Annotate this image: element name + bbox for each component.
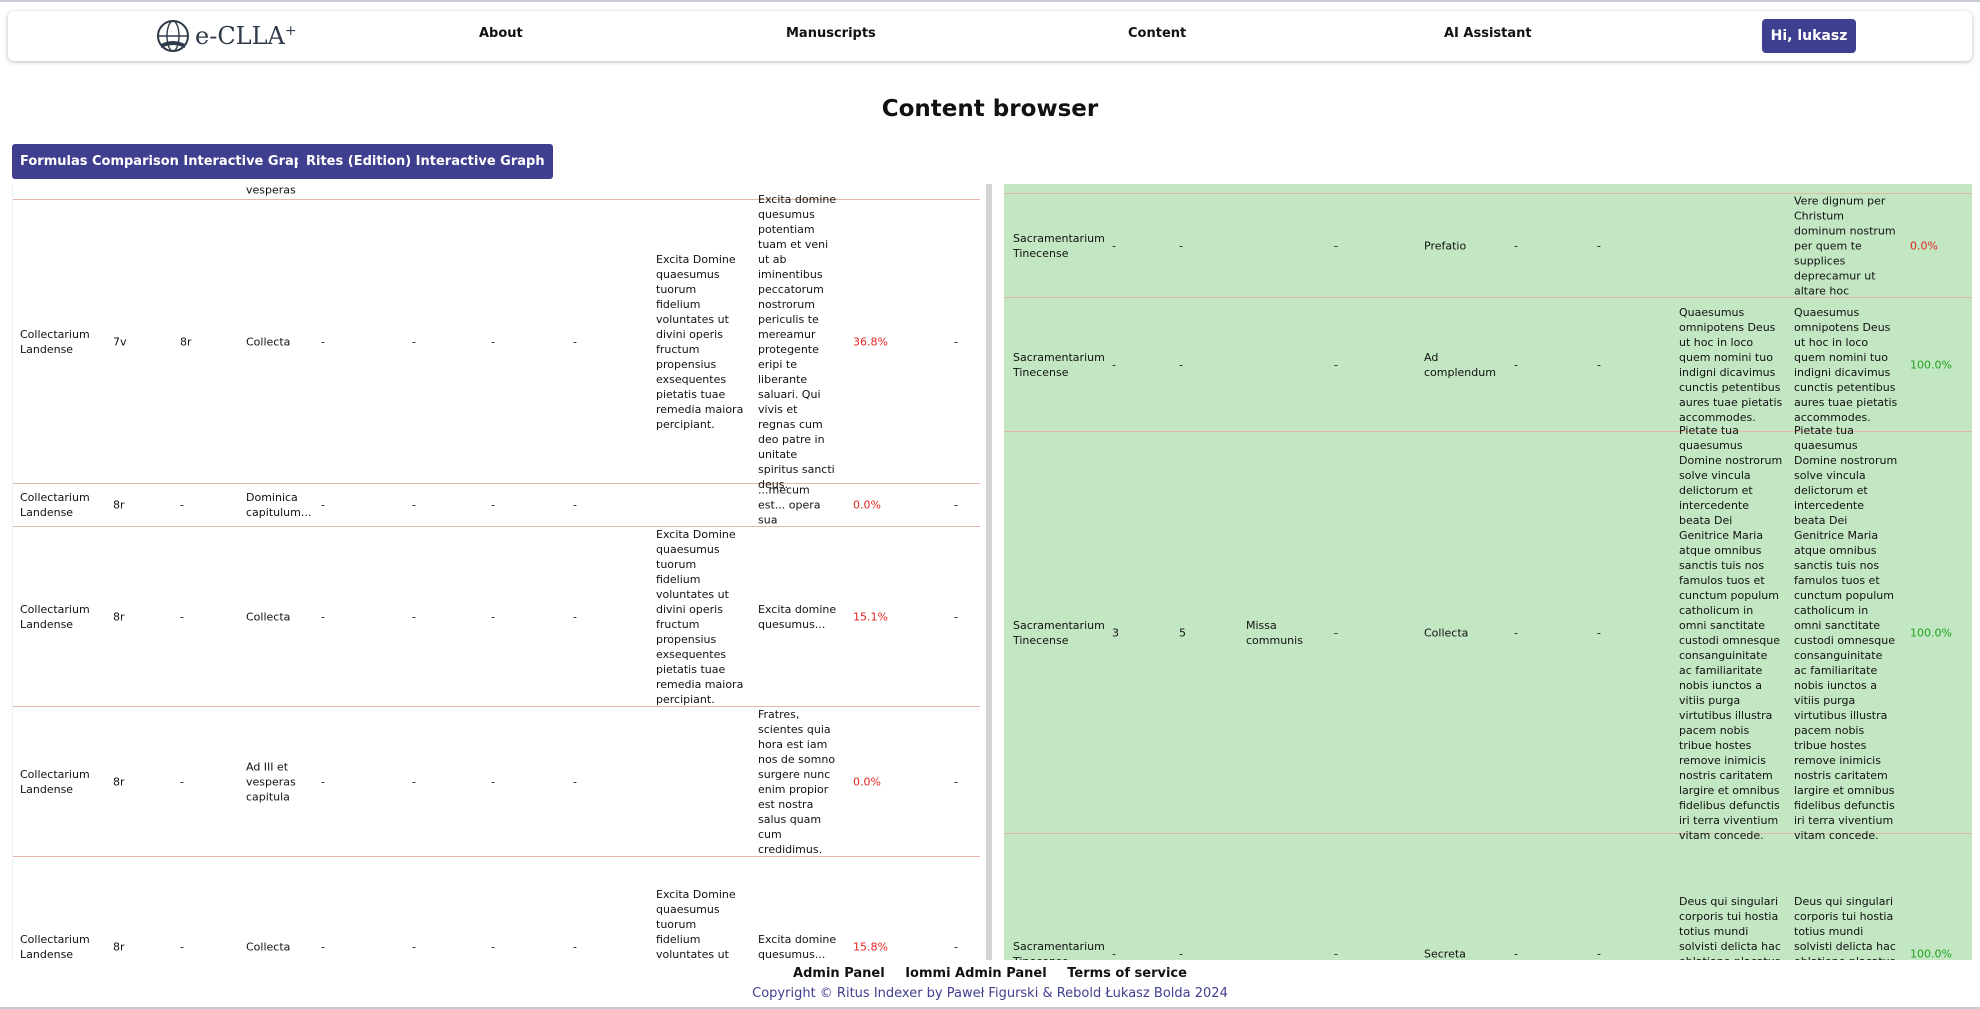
table-row[interactable]: Collectarium Landense 8r - Collecta - - … [20,888,958,960]
table-row-partial [1004,184,1972,194]
copyright-text: Copyright © Ritus Indexer by Paweł Figur… [752,986,1228,1001]
table-row[interactable]: Sacramentarium Tinecense - - - Prefatio … [1004,194,1972,298]
footer: Admin Panel Iommi Admin Panel Terms of s… [0,966,1980,1001]
table-row[interactable]: Collectarium Landense 8r - Dominica capi… [13,484,980,527]
nav-manuscripts[interactable]: Manuscripts [786,26,876,41]
rubric-cell: vesperas [246,184,296,197]
table-row[interactable]: Sacramentarium Tinecense - - - Secreta -… [1013,895,1952,961]
navbar: e-CLLA+ About Manuscripts Content AI Ass… [8,11,1972,61]
table-row[interactable]: Collectarium Landense 7v 8r Collecta - -… [13,193,980,491]
similarity-value: 15.1% [853,610,888,623]
book-globe-icon [157,20,189,52]
top-border [0,0,1980,2]
similarity-value: 100.0% [1910,358,1952,371]
formulas-graph-button[interactable]: Formulas Comparison Interactive Graph [12,144,321,179]
iommi-admin-panel-link[interactable]: Iommi Admin Panel [905,966,1047,981]
similarity-value: 0.0% [853,775,881,788]
user-menu-button[interactable]: Hi, lukasz [1762,19,1856,53]
rites-graph-button[interactable]: Rites (Edition) Interactive Graph [298,144,553,179]
similarity-value: 36.8% [853,335,888,348]
similarity-value: 100.0% [1910,626,1952,639]
brand-logo[interactable]: e-CLLA+ [155,18,297,54]
nav-content[interactable]: Content [1128,26,1187,41]
table-row[interactable]: Collectarium Landense 8r - Ad III et ves… [13,707,980,857]
admin-panel-link[interactable]: Admin Panel [793,966,885,981]
similarity-value: 0.0% [1910,239,1938,252]
nav-about[interactable]: About [479,26,523,41]
left-content-table[interactable]: vesperas Collectarium Landense 7v 8r Col… [12,184,980,960]
bottom-border [0,1007,1980,1009]
similarity-value: 100.0% [1910,947,1952,961]
page-title: Content browser [881,96,1099,122]
panel-divider-scrollbar[interactable] [986,184,992,960]
table-row[interactable]: Collectarium Landense 8r - Collecta - - … [13,527,980,707]
similarity-value: 0.0% [853,498,881,512]
terms-of-service-link[interactable]: Terms of service [1067,966,1187,981]
right-content-table[interactable]: Sacramentarium Tinecense - - - Prefatio … [1004,184,1972,960]
footer-links: Admin Panel Iommi Admin Panel Terms of s… [0,966,1980,981]
table-row[interactable]: Sacramentarium Tinecense 3 5 Missa commu… [1004,424,1972,842]
nav-ai-assistant[interactable]: AI Assistant [1444,26,1532,41]
table-row-partial: vesperas [13,184,980,200]
table-row[interactable]: Sacramentarium Tinecense - - - Ad comple… [1004,298,1972,432]
brand-name: e-CLLA+ [195,22,297,50]
similarity-value: 15.8% [853,940,888,954]
